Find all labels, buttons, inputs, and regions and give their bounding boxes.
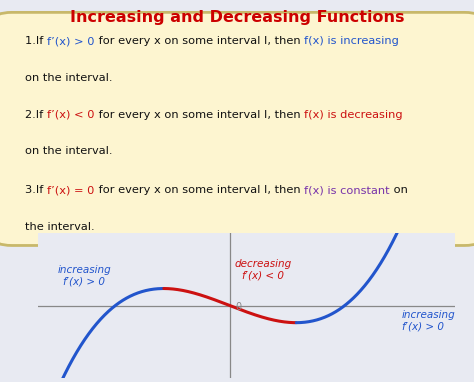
Text: on the interval.: on the interval.	[26, 73, 113, 83]
Text: on the interval.: on the interval.	[26, 146, 113, 156]
FancyBboxPatch shape	[0, 12, 474, 246]
Text: f′(x) > 0: f′(x) > 0	[402, 322, 444, 332]
Text: f’(x) < 0: f’(x) < 0	[47, 110, 95, 120]
Text: f’(x) > 0: f’(x) > 0	[47, 36, 95, 46]
Text: the interval.: the interval.	[26, 222, 95, 232]
Text: 0: 0	[235, 302, 241, 312]
Text: decreasing: decreasing	[235, 259, 292, 269]
Text: for every x on some interval I, then: for every x on some interval I, then	[95, 110, 304, 120]
Text: 3.If: 3.If	[26, 185, 47, 195]
Text: for every x on some interval I, then: for every x on some interval I, then	[95, 36, 304, 46]
Text: 2.If: 2.If	[26, 110, 47, 120]
Text: f′(x) > 0: f′(x) > 0	[63, 276, 105, 286]
Text: increasing: increasing	[402, 311, 456, 320]
Text: f(x) is decreasing: f(x) is decreasing	[304, 110, 403, 120]
Text: on: on	[390, 185, 408, 195]
Text: f(x) is increasing: f(x) is increasing	[304, 36, 399, 46]
Text: f′(x) < 0: f′(x) < 0	[242, 270, 284, 280]
Text: for every x on some interval I, then: for every x on some interval I, then	[95, 185, 304, 195]
Text: 1.If: 1.If	[26, 36, 47, 46]
Text: f(x) is constant: f(x) is constant	[304, 185, 390, 195]
Text: increasing: increasing	[57, 265, 111, 275]
Text: Increasing and Decreasing Functions: Increasing and Decreasing Functions	[70, 10, 404, 24]
Text: f’(x) = 0: f’(x) = 0	[47, 185, 95, 195]
